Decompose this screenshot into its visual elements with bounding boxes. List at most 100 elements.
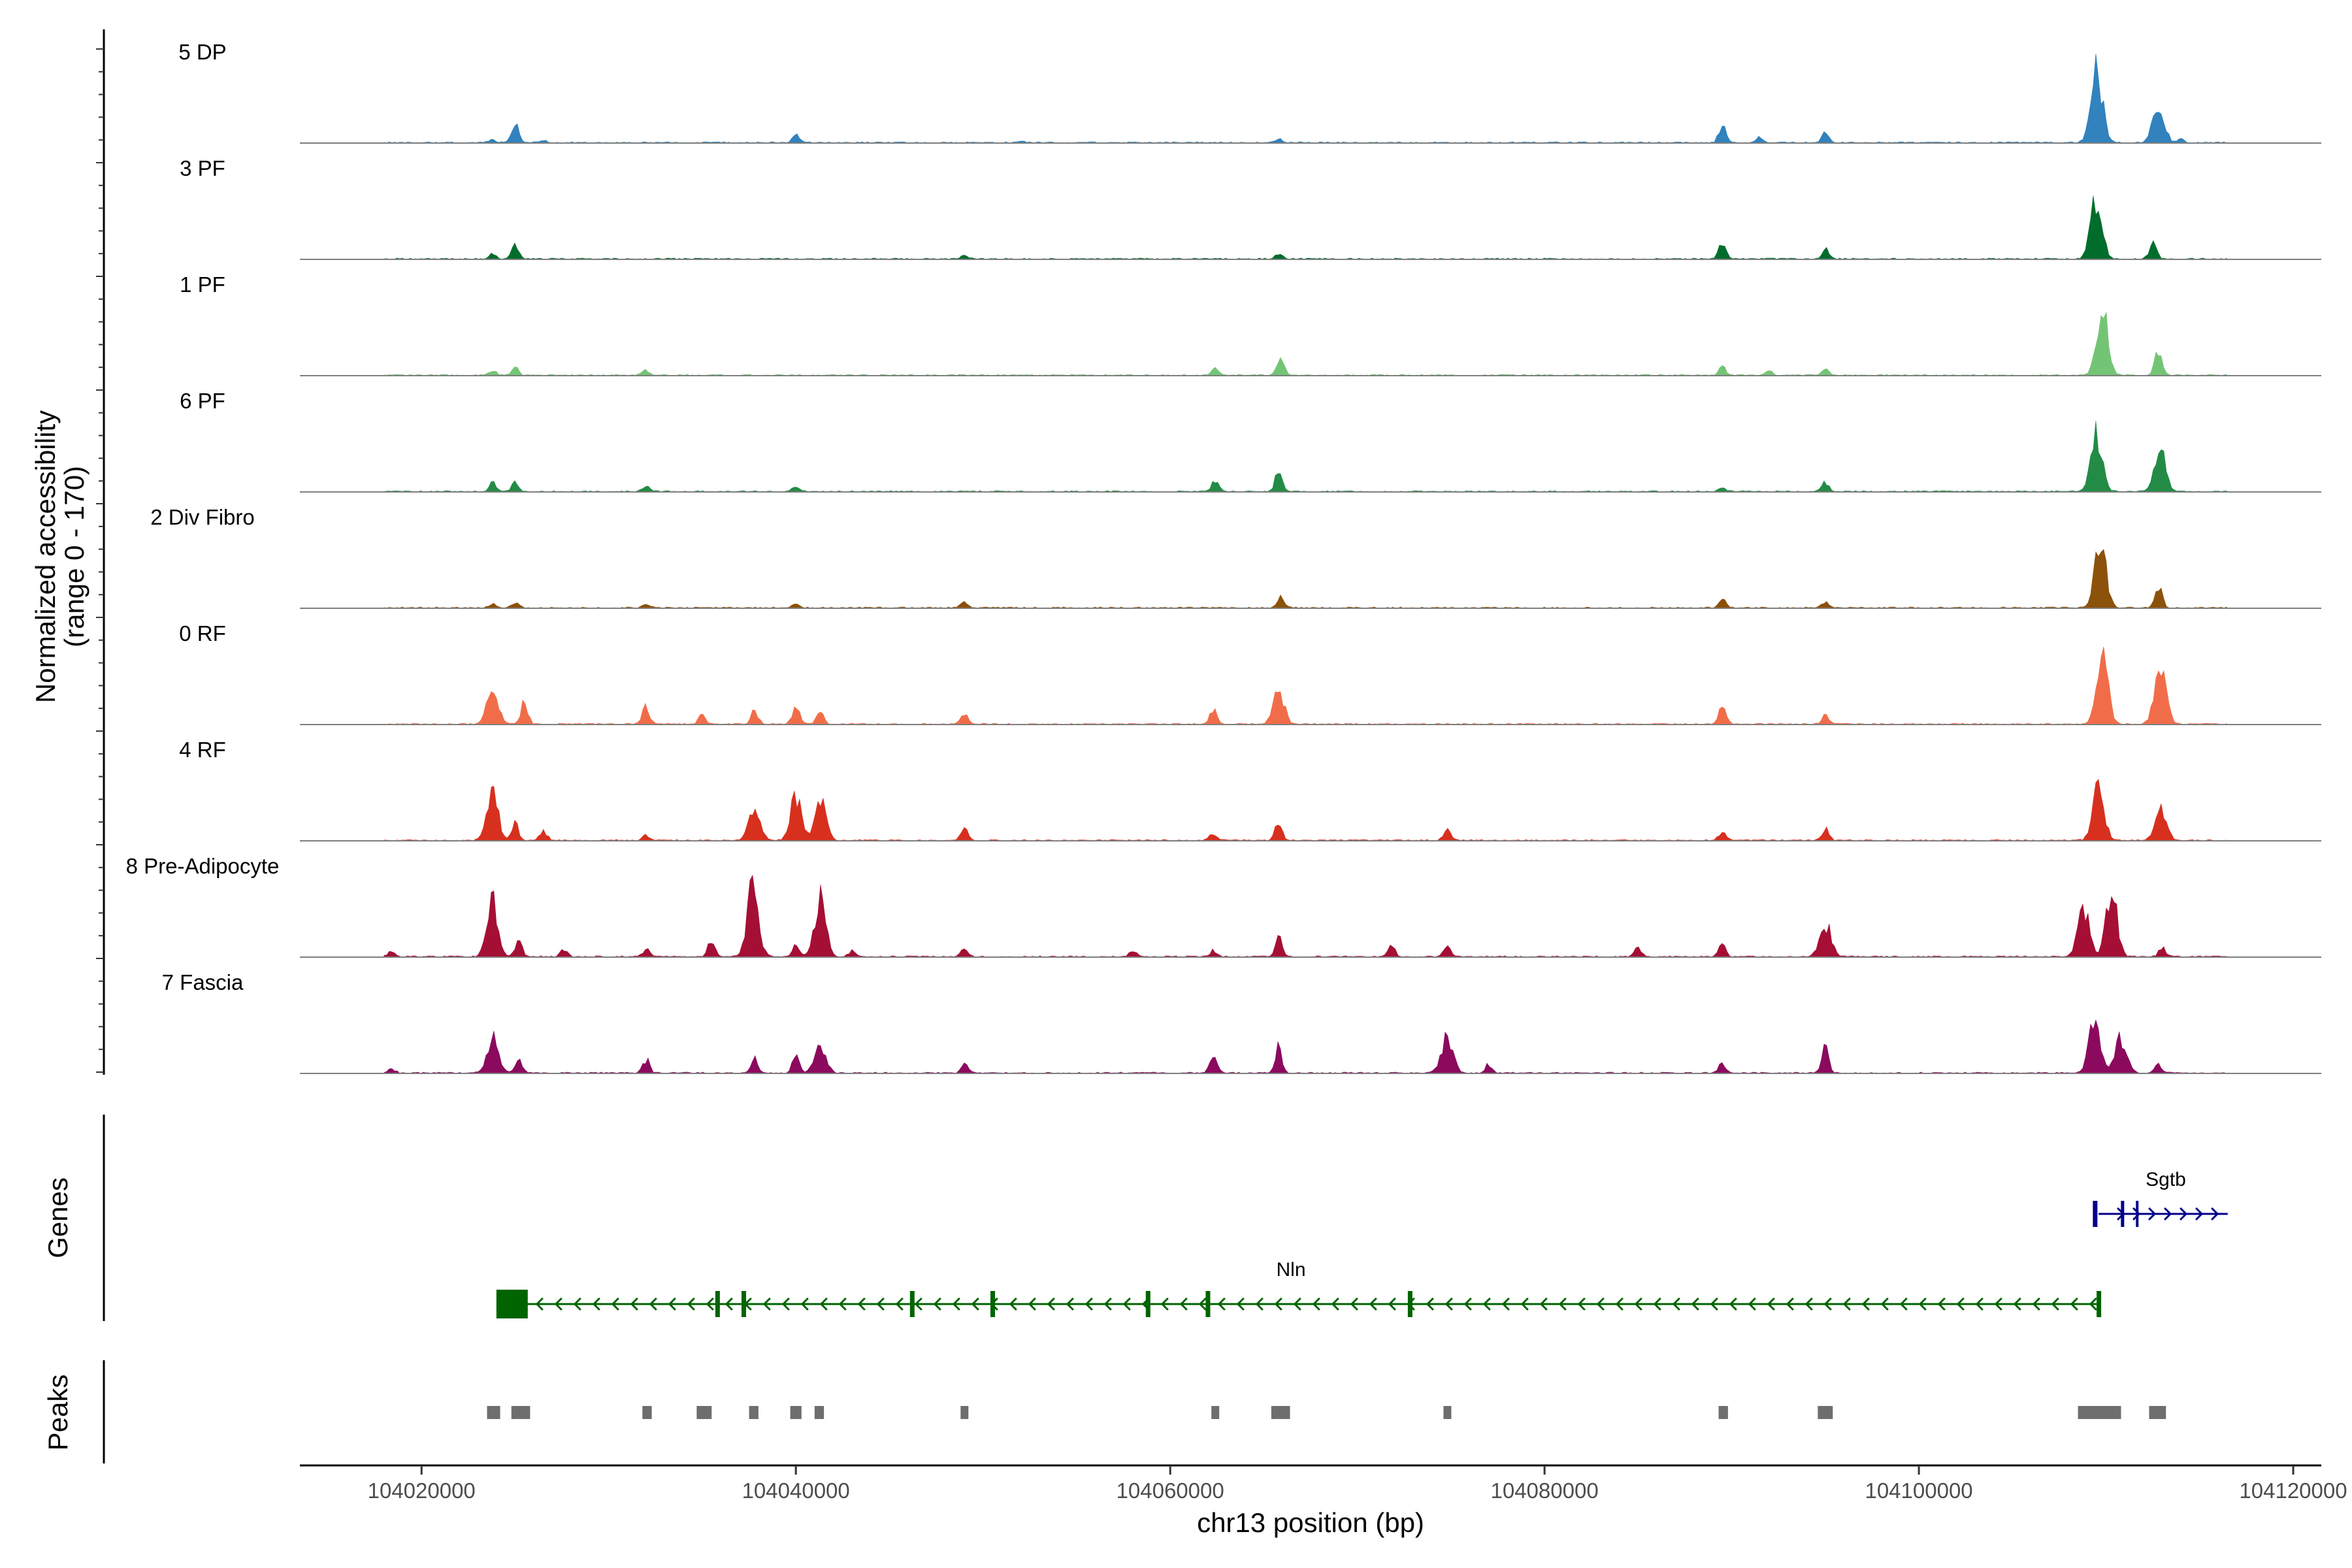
strand-arrow	[2089, 1297, 2097, 1311]
strand-arrow	[2032, 1297, 2040, 1311]
strand-arrow	[1236, 1297, 1245, 1311]
strand-arrow	[2148, 1207, 2157, 1221]
gene-exon	[2097, 1291, 2102, 1317]
strand-arrow	[1388, 1297, 1396, 1311]
track-label: 5 DP	[178, 40, 226, 64]
track-label: 8 Pre-Adipocyte	[126, 854, 280, 878]
strand-arrow	[1994, 1297, 2002, 1311]
strand-arrow	[2195, 1207, 2204, 1221]
strand-arrow	[1501, 1297, 1510, 1311]
peak-region	[511, 1406, 531, 1419]
gene-exon	[909, 1291, 915, 1317]
track-2-div-fibro: 2 Div Fibro	[150, 505, 2321, 609]
strand-arrow	[1842, 1297, 1851, 1311]
gene-nln: Nln	[496, 1259, 2102, 1318]
strand-arrow	[2180, 1207, 2188, 1221]
coverage-area	[384, 646, 2229, 725]
strand-arrow	[1748, 1297, 1756, 1311]
track-label: 4 RF	[179, 738, 226, 762]
strand-arrow	[876, 1297, 885, 1311]
peak-region	[2078, 1406, 2121, 1419]
peak-region	[1271, 1406, 1290, 1419]
strand-arrow	[1426, 1297, 1434, 1311]
peak-region	[2149, 1406, 2166, 1419]
strand-arrow	[1350, 1297, 1358, 1311]
strand-arrow	[1861, 1297, 1870, 1311]
peak-region	[642, 1406, 652, 1419]
track-3-pf: 3 PF	[180, 156, 2321, 260]
strand-arrow	[1596, 1297, 1605, 1311]
strand-arrow	[1653, 1297, 1661, 1311]
strand-arrow	[1767, 1297, 1775, 1311]
strand-arrow	[668, 1297, 676, 1311]
gene-sgtb: Sgtb	[2093, 1169, 2228, 1227]
track-5-dp: 5 DP	[178, 40, 2321, 144]
strand-arrow	[2132, 1207, 2141, 1221]
strand-arrow	[592, 1297, 600, 1311]
coverage-area	[384, 1019, 2228, 1074]
strand-arrow	[1274, 1297, 1282, 1311]
coverage-area	[384, 779, 2229, 841]
track-label: 7 Fascia	[162, 970, 244, 994]
coverage-tracks: 5 DP 3 PF 1 PF 6 PF 2 Div Fibro 0 RF 4 RF 8 Pre…	[126, 40, 2321, 1074]
strand-arrow	[1899, 1297, 1908, 1311]
peak-region	[487, 1406, 500, 1419]
peak-region	[1443, 1406, 1452, 1419]
x-tick-label: 104020000	[368, 1478, 476, 1503]
strand-arrow	[1710, 1297, 1718, 1311]
coverage-area	[384, 874, 2229, 958]
strand-arrow	[725, 1297, 733, 1311]
track-label: 3 PF	[180, 156, 225, 180]
strand-arrow	[1103, 1297, 1112, 1311]
strand-arrow	[800, 1297, 809, 1311]
track-1-pf: 1 PF	[180, 272, 2321, 376]
strand-arrow	[1293, 1297, 1301, 1311]
track-8-pre-adipocyte: 8 Pre-Adipocyte	[126, 854, 2321, 958]
gene-exon	[741, 1291, 746, 1317]
strand-arrow	[1539, 1297, 1548, 1311]
strand-arrow	[1975, 1297, 1984, 1311]
coverage-area	[384, 54, 2228, 144]
y-axis-title: Normalized accessibility	[30, 410, 61, 703]
x-tick-label: 104100000	[1865, 1478, 1972, 1503]
strand-arrow	[2013, 1297, 2021, 1311]
strand-arrow	[1331, 1297, 1339, 1311]
peak-region	[1818, 1406, 1833, 1419]
coverage-area	[384, 195, 2229, 260]
strand-arrow	[1009, 1297, 1017, 1311]
gene-name-label: Nln	[1276, 1259, 1305, 1281]
strand-arrow	[1520, 1297, 1529, 1311]
x-tick-label: 104040000	[742, 1478, 850, 1503]
strand-arrow	[952, 1297, 960, 1311]
strand-arrow	[971, 1297, 979, 1311]
y-axis-title-range: (range 0 - 170)	[59, 466, 90, 647]
gene-exon	[715, 1291, 720, 1317]
strand-arrow	[1085, 1297, 1093, 1311]
strand-arrow	[1823, 1297, 1832, 1311]
track-4-rf: 4 RF	[179, 738, 2321, 841]
y-axis-ticks	[96, 48, 104, 1073]
strand-arrow	[554, 1297, 563, 1311]
track-label: 6 PF	[180, 389, 225, 413]
peak-region	[749, 1406, 759, 1419]
strand-arrow	[573, 1297, 581, 1311]
strand-arrow	[1179, 1297, 1188, 1311]
strand-arrow	[2164, 1207, 2172, 1221]
strand-arrow	[630, 1297, 638, 1311]
gene-exon	[496, 1290, 528, 1318]
strand-arrow	[687, 1297, 695, 1311]
x-tick-label: 104060000	[1117, 1478, 1224, 1503]
strand-arrow	[933, 1297, 941, 1311]
strand-arrow	[1160, 1297, 1169, 1311]
strand-arrow	[2070, 1297, 2078, 1311]
strand-arrow	[1255, 1297, 1264, 1311]
track-6-pf: 6 PF	[180, 389, 2321, 493]
strand-arrow	[649, 1297, 657, 1311]
peak-region	[814, 1406, 825, 1419]
peak-region	[790, 1406, 802, 1419]
strand-arrow	[1634, 1297, 1642, 1311]
strand-arrow	[1217, 1297, 1226, 1311]
coverage-area	[384, 549, 2229, 609]
coverage-area	[384, 312, 2229, 376]
strand-arrow	[1066, 1297, 1074, 1311]
